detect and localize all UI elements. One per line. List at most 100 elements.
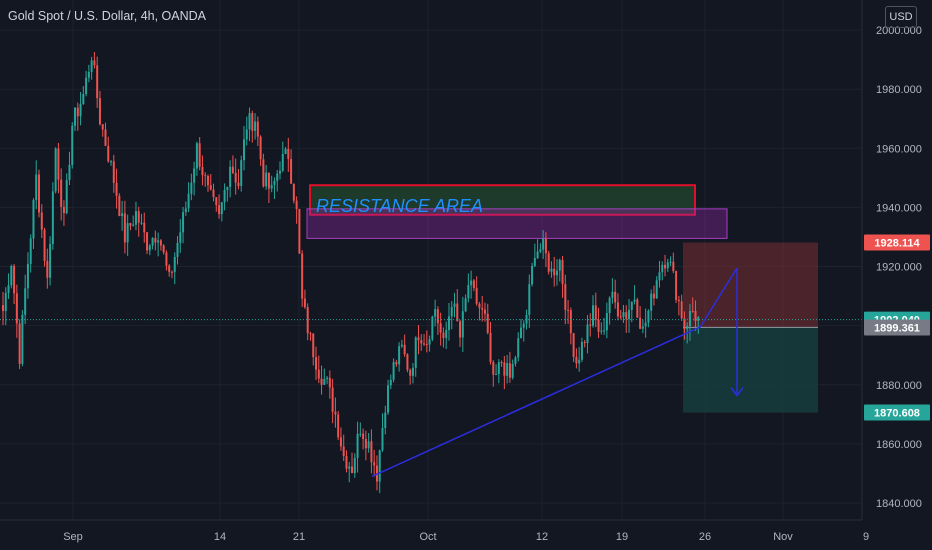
candle-body bbox=[40, 212, 43, 230]
candle-body bbox=[26, 263, 29, 289]
y-tick-label: 1880.000 bbox=[876, 380, 922, 392]
candle-body bbox=[652, 293, 655, 299]
candle-body bbox=[209, 185, 212, 190]
candle-body bbox=[245, 129, 248, 140]
candle-body bbox=[362, 433, 365, 439]
candle-body bbox=[231, 166, 234, 173]
candle-body bbox=[71, 125, 74, 165]
candle-body bbox=[528, 284, 531, 315]
candle-body bbox=[10, 265, 13, 286]
candle-body bbox=[536, 251, 539, 259]
candle-body bbox=[367, 441, 370, 449]
candle-body bbox=[212, 189, 215, 198]
candle-body bbox=[13, 265, 16, 294]
candle-body bbox=[411, 367, 414, 376]
x-tick-label: 14 bbox=[214, 531, 226, 543]
candle-body bbox=[326, 377, 329, 380]
candle-body bbox=[93, 60, 96, 66]
price-badge bbox=[864, 319, 930, 336]
candle-body bbox=[342, 446, 345, 456]
candle-body bbox=[597, 319, 600, 332]
candle-body bbox=[279, 170, 281, 174]
candle-body bbox=[691, 310, 694, 312]
candle-body bbox=[567, 309, 570, 311]
candle-body bbox=[148, 245, 151, 251]
candle-body bbox=[24, 288, 27, 315]
candle-body bbox=[312, 333, 315, 358]
y-tick-label: 1920.000 bbox=[876, 262, 922, 274]
candle-body bbox=[483, 309, 486, 314]
candle-body bbox=[90, 60, 93, 72]
candle-body bbox=[118, 195, 121, 217]
y-tick-label: 1940.000 bbox=[876, 202, 922, 214]
candle-body bbox=[434, 309, 437, 317]
y-tick-label: 1840.000 bbox=[876, 498, 922, 510]
candle-body bbox=[544, 238, 547, 254]
x-tick-label: 9 bbox=[863, 531, 869, 543]
candle-body bbox=[608, 297, 611, 314]
candle-body bbox=[688, 310, 691, 327]
candle-body bbox=[134, 211, 137, 225]
candle-body bbox=[331, 387, 334, 412]
candle-body bbox=[179, 232, 182, 243]
candle-body bbox=[306, 307, 309, 334]
candle-body bbox=[121, 213, 124, 217]
candle-body bbox=[317, 369, 320, 379]
candle-body bbox=[82, 93, 85, 105]
candle-body bbox=[315, 357, 318, 370]
candle-body bbox=[137, 211, 140, 223]
stop-loss-box bbox=[683, 242, 818, 328]
candle-body bbox=[470, 280, 473, 286]
candle-body bbox=[572, 333, 575, 357]
candle-body bbox=[547, 253, 550, 272]
candle-body bbox=[583, 342, 586, 344]
candle-body bbox=[364, 438, 367, 449]
candle-body bbox=[472, 280, 475, 289]
currency-button[interactable]: USD bbox=[885, 6, 917, 28]
candle-body bbox=[237, 182, 240, 186]
supply-zone-box bbox=[306, 208, 728, 239]
candle-body bbox=[517, 338, 520, 358]
candle-body bbox=[420, 340, 423, 344]
candle-body bbox=[165, 252, 168, 266]
candle-body bbox=[151, 237, 154, 246]
x-tick-label: 19 bbox=[616, 531, 628, 543]
drawings-layer: RESISTANCE AREA bbox=[0, 196, 862, 478]
candle-body bbox=[650, 293, 653, 311]
candle-body bbox=[381, 427, 384, 451]
candle-body bbox=[406, 354, 409, 370]
resistance-area-label: RESISTANCE AREA bbox=[316, 196, 483, 216]
candle-body bbox=[456, 303, 459, 322]
candle-body bbox=[697, 317, 700, 321]
candle-body bbox=[110, 161, 113, 163]
candle-body bbox=[182, 212, 185, 233]
candle-body bbox=[414, 337, 417, 368]
candle-body bbox=[353, 457, 356, 474]
candle-body bbox=[168, 265, 171, 272]
projection-up-line bbox=[699, 267, 738, 328]
candle-body bbox=[309, 333, 312, 335]
candle-body bbox=[262, 159, 265, 187]
candle-body bbox=[497, 362, 500, 375]
candle-body bbox=[270, 184, 273, 189]
candle-body bbox=[625, 312, 628, 319]
candle-body bbox=[489, 332, 492, 363]
candle-body bbox=[525, 314, 528, 324]
candle-body bbox=[74, 107, 77, 126]
time-axis-bg bbox=[0, 520, 932, 550]
candle-body bbox=[550, 268, 553, 272]
candle-body bbox=[641, 326, 644, 329]
candle-body bbox=[240, 160, 243, 186]
candle-body bbox=[672, 261, 675, 272]
candle-body bbox=[389, 379, 392, 386]
candle-body bbox=[29, 238, 32, 264]
candle-body bbox=[173, 256, 176, 273]
candle-body bbox=[281, 154, 284, 171]
arrow-head bbox=[730, 387, 744, 397]
candle-body bbox=[348, 466, 351, 469]
candle-body bbox=[259, 136, 262, 160]
candle-body bbox=[619, 316, 622, 318]
x-tick-label: 12 bbox=[536, 531, 548, 543]
candle-body bbox=[359, 433, 362, 435]
